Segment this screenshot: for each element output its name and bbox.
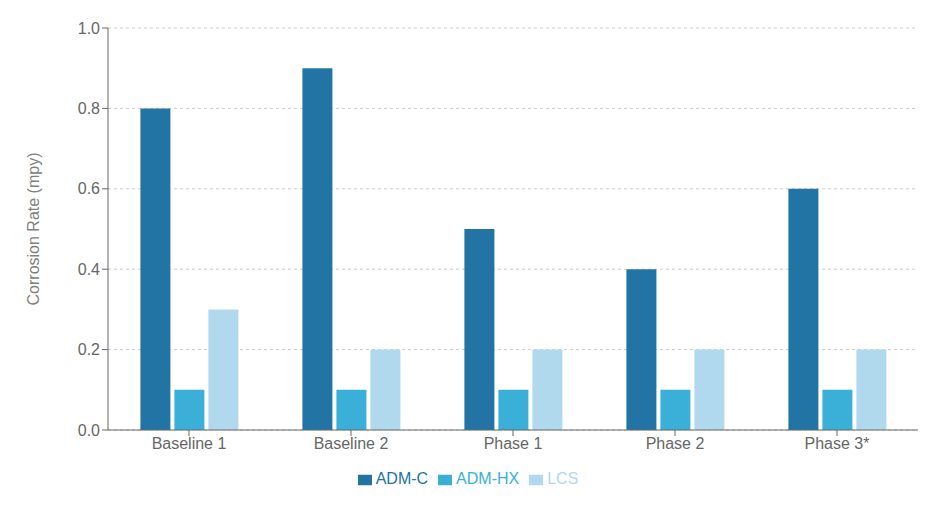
svg-text:0.0: 0.0 xyxy=(78,422,100,439)
svg-text:Phase 2: Phase 2 xyxy=(646,435,705,452)
html-text:LCS: LCS xyxy=(547,470,579,487)
svg-text:0.8: 0.8 xyxy=(78,100,100,117)
html-text:ADM-C: ADM-C xyxy=(375,470,429,487)
svg-text:0.2: 0.2 xyxy=(78,341,100,358)
svg-text:1.0: 1.0 xyxy=(78,20,100,37)
svg-text:Phase 3*: Phase 3* xyxy=(805,435,870,452)
svg-text:Corrosion Rate (mpy): Corrosion Rate (mpy) xyxy=(25,153,42,306)
svg-text:Baseline 1: Baseline 1 xyxy=(152,435,227,452)
svg-text:Baseline 2: Baseline 2 xyxy=(314,435,389,452)
svg-text:0.4: 0.4 xyxy=(78,261,100,278)
svg-text:0.6: 0.6 xyxy=(78,180,100,197)
html-text:ADM-HX: ADM-HX xyxy=(456,470,520,487)
svg-text:Phase 1: Phase 1 xyxy=(484,435,543,452)
